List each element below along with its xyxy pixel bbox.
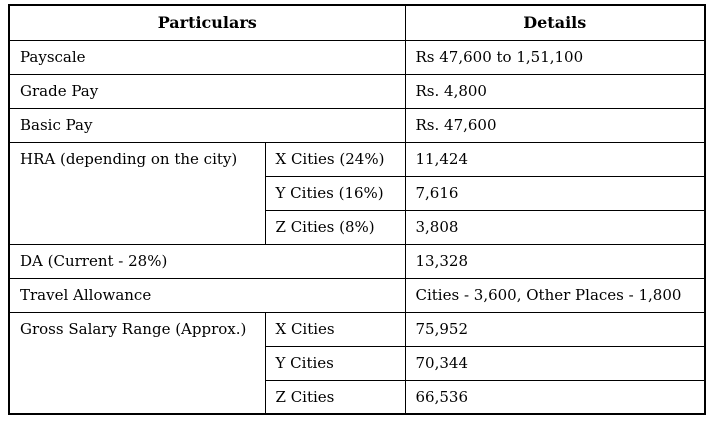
header-cell-details: Details [404, 4, 706, 41]
row-subcell-gross-z-cities: Z Cities [264, 379, 406, 415]
row-detail-hra-x-cities: 11,424 [404, 141, 706, 177]
salary-details-table: Particulars Details Payscale Rs 47,600 t… [8, 4, 706, 415]
row-label-payscale: Payscale [8, 39, 406, 75]
table-row-hra-x: HRA (depending on the city) X Cities (24… [8, 141, 706, 245]
table-row-gross-y: Y Cities 70,344 [9, 345, 706, 381]
table-row-travel-allowance: Travel Allowance Cities - 3,600, Other P… [8, 277, 706, 313]
row-subcell-gross-y-cities: Y Cities [264, 345, 406, 381]
table-row-hra-z: Z Cities (8%) 3,808 [9, 209, 706, 245]
row-detail-hra-y-cities: 7,616 [404, 175, 706, 211]
row-subcell-hra-y-cities: Y Cities (16%) [264, 175, 406, 211]
salary-table-container: Particulars Details Payscale Rs 47,600 t… [8, 4, 706, 415]
row-detail-grade-pay: Rs. 4,800 [404, 73, 706, 109]
row-detail-travel-allowance: Cities - 3,600, Other Places - 1,800 [404, 277, 706, 313]
row-label-da: DA (Current - 28%) [8, 243, 406, 279]
table-row-hra-y: Y Cities (16%) 7,616 [9, 175, 706, 211]
table-row-payscale: Payscale Rs 47,600 to 1,51,100 [8, 39, 706, 75]
table-row-grade-pay: Grade Pay Rs. 4,800 [8, 73, 706, 109]
row-detail-da: 13,328 [404, 243, 706, 279]
row-detail-hra-z-cities: 3,808 [404, 209, 706, 245]
row-label-travel-allowance: Travel Allowance [8, 277, 406, 313]
row-label-hra: HRA (depending on the city) [8, 141, 266, 245]
row-detail-gross-z-cities: 66,536 [404, 379, 706, 415]
row-detail-payscale: Rs 47,600 to 1,51,100 [404, 39, 706, 75]
row-label-gross-salary-range: Gross Salary Range (Approx.) [8, 311, 266, 415]
row-subcell-hra-x-cities: X Cities (24%) [264, 141, 406, 177]
row-detail-gross-x-cities: 75,952 [404, 311, 706, 347]
row-subcell-hra-z-cities: Z Cities (8%) [264, 209, 406, 245]
header-cell-particulars: Particulars [8, 4, 406, 41]
table-row-gross-x: Gross Salary Range (Approx.) X Cities 75… [8, 311, 706, 415]
table-row-gross-z: Z Cities 66,536 [9, 379, 706, 415]
row-label-basic-pay: Basic Pay [8, 107, 406, 143]
row-label-grade-pay: Grade Pay [8, 73, 406, 109]
row-detail-gross-y-cities: 70,344 [404, 345, 706, 381]
table-header-row: Particulars Details [8, 4, 706, 41]
row-subcell-gross-x-cities: X Cities [264, 311, 406, 347]
table-row-da: DA (Current - 28%) 13,328 [8, 243, 706, 279]
row-detail-basic-pay: Rs. 47,600 [404, 107, 706, 143]
table-row-basic-pay: Basic Pay Rs. 47,600 [8, 107, 706, 143]
